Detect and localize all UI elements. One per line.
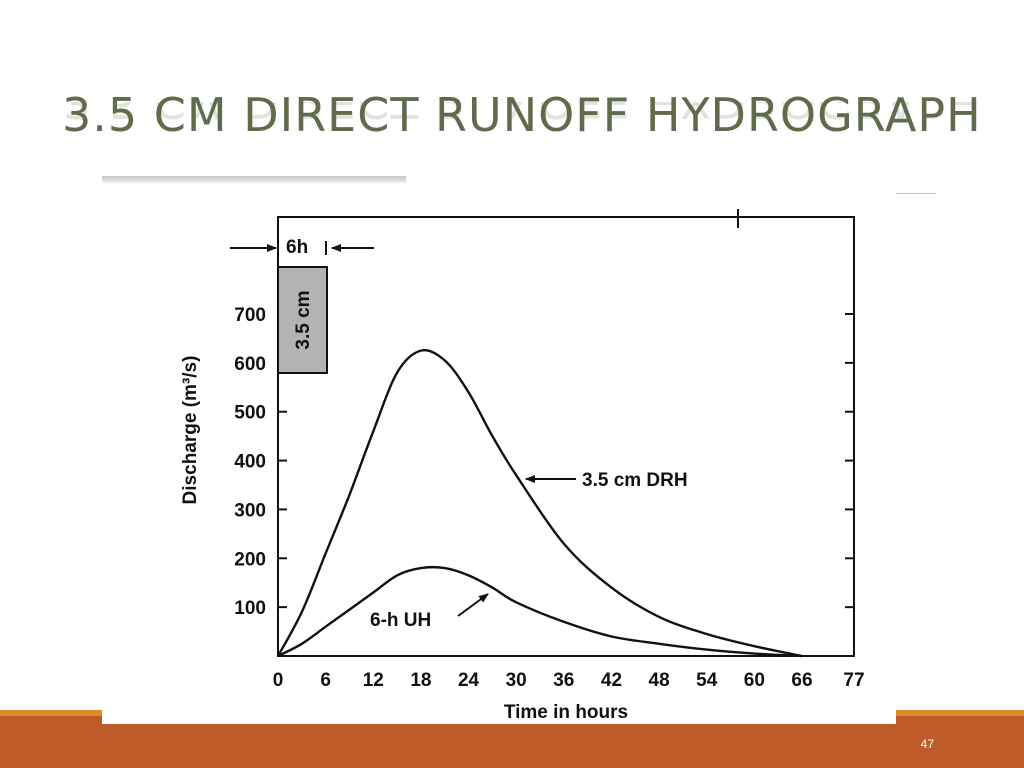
x-tick-label: 77 — [843, 670, 864, 691]
x-tick-label: 30 — [506, 670, 527, 691]
x-axis-title: Time in hours — [504, 702, 628, 723]
x-tick-label: 24 — [458, 670, 480, 691]
scan-edge-line — [896, 193, 936, 194]
x-tick-label: 60 — [744, 670, 765, 691]
data-series — [276, 348, 803, 658]
y-tick-label: 700 — [234, 305, 266, 326]
uh-series-label: 6-h UH — [370, 610, 431, 631]
x-tick-label: 42 — [601, 670, 622, 691]
slide-title: 3.5 CM DIRECT RUNOFF HYDROGRAPH — [62, 88, 982, 142]
scan-edge-strip — [102, 176, 406, 184]
y-tick-label: 300 — [234, 500, 266, 521]
y-tick-label: 600 — [234, 354, 266, 375]
y-axis-tick-labels: 100 200 300 400 500 600 700 — [234, 305, 266, 619]
x-tick-label: 48 — [649, 670, 670, 691]
y-tick-label: 200 — [234, 549, 266, 570]
x-tick-label: 36 — [553, 670, 574, 691]
x-tick-label: 66 — [791, 670, 812, 691]
drh-curve — [276, 348, 803, 658]
plot-frame — [277, 216, 855, 657]
rainfall-block — [277, 266, 328, 374]
uh-label-arrow — [457, 593, 489, 617]
x-tick-label: 6 — [320, 670, 331, 691]
x-tick-label: 0 — [273, 670, 284, 691]
unit-hydrograph-curve — [277, 565, 803, 658]
x-tick-label: 12 — [363, 670, 384, 691]
drh-series-label: 3.5 cm DRH — [582, 470, 688, 491]
rainfall-duration-label: 6h — [286, 237, 308, 258]
y-axis-ticks — [278, 313, 854, 609]
hydrograph-figure: 100 200 300 400 500 600 700 0 6 12 18 24 30 36 42 48 54… — [102, 184, 896, 724]
rainfall-depth-label: 3.5 cm — [293, 290, 314, 349]
y-tick-label: 500 — [234, 403, 266, 424]
x-tick-label: 54 — [696, 670, 718, 691]
page-number: 47 — [920, 737, 934, 751]
x-tick-label: 18 — [410, 670, 431, 691]
y-tick-label: 100 — [234, 598, 266, 619]
hydrograph-chart: 100 200 300 400 500 600 700 0 6 12 18 24 30 36 42 48 54… — [180, 209, 865, 723]
y-tick-label: 400 — [234, 452, 266, 473]
y-axis-title: Discharge (m³/s) — [180, 356, 201, 505]
x-axis-tick-labels: 0 6 12 18 24 30 36 42 48 54 60 66 77 — [273, 670, 865, 691]
